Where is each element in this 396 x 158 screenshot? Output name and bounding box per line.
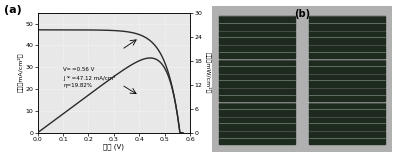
Bar: [309, 103, 385, 116]
Text: (a): (a): [4, 5, 22, 15]
Bar: [219, 117, 295, 130]
Bar: [219, 16, 295, 30]
Y-axis label: 电流（mA/cm²）: 电流（mA/cm²）: [18, 53, 24, 92]
Bar: [309, 117, 385, 130]
Bar: [219, 45, 295, 58]
Bar: [219, 74, 295, 87]
Bar: [309, 16, 385, 30]
Text: J    =47.12 mA/cm²: J =47.12 mA/cm²: [63, 75, 116, 81]
Text: sc: sc: [67, 75, 71, 79]
Text: V   =0.56 V: V =0.56 V: [63, 67, 94, 72]
Bar: [309, 131, 385, 144]
Bar: [219, 88, 295, 101]
Y-axis label: 功率（mW/cm²）: 功率（mW/cm²）: [205, 52, 211, 93]
Bar: [219, 31, 295, 44]
Bar: [219, 131, 295, 144]
Bar: [219, 103, 295, 116]
Text: η=19.82%: η=19.82%: [63, 82, 92, 88]
Bar: [309, 74, 385, 87]
Bar: [219, 60, 295, 73]
X-axis label: 电压 (V): 电压 (V): [103, 143, 124, 150]
Bar: [309, 45, 385, 58]
Text: (b): (b): [294, 9, 310, 19]
Bar: [309, 88, 385, 101]
Bar: [309, 60, 385, 73]
Text: oc: oc: [67, 67, 72, 71]
Bar: [309, 31, 385, 44]
